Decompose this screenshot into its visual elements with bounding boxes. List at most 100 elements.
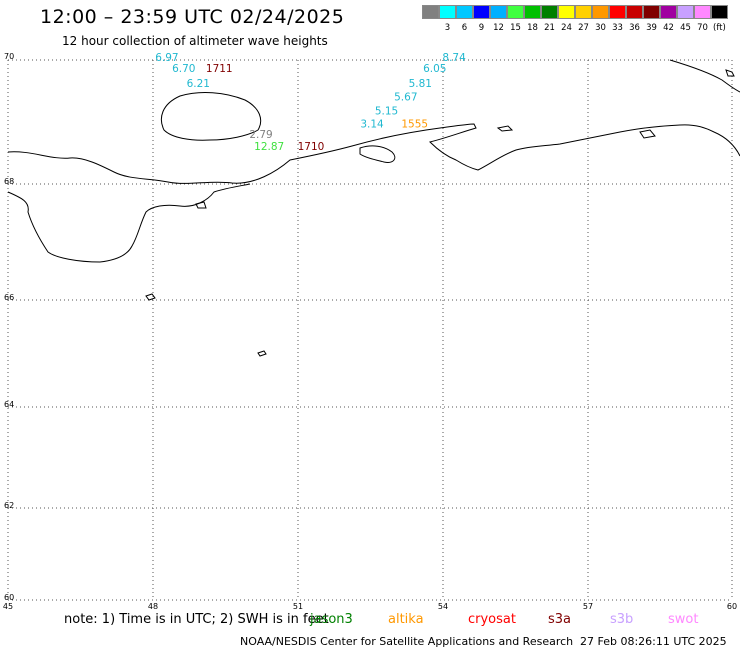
legend-item: 45 xyxy=(677,5,694,33)
map-title: 12:00 – 23:59 UTC 02/24/2025 xyxy=(40,6,345,28)
kolguev-island xyxy=(160,92,262,141)
legend-swatch xyxy=(711,5,728,19)
legend-swatch xyxy=(592,5,609,19)
observation-value: 2.79 xyxy=(249,129,272,141)
satellite-s3a: s3a xyxy=(548,612,572,627)
observation-value: 6.21 xyxy=(187,78,210,90)
legend-swatch xyxy=(643,5,660,19)
legend-item: 3 xyxy=(439,5,456,33)
footer-note: note: 1) Time is in UTC; 2) SWH is in fe… xyxy=(64,612,329,627)
observation-labels: 6.976.70 1711 6.21 8.746.05 5.81 5.67 5.153.14… xyxy=(155,52,466,153)
observation-value: 5.67 xyxy=(394,92,417,104)
satellite-altika: altika xyxy=(388,612,424,627)
legend-label: 70 xyxy=(697,23,708,33)
islet-4 xyxy=(639,129,656,139)
legend-label: 12 xyxy=(493,23,504,33)
observation-value: 1555 xyxy=(401,119,428,131)
legend-label: 33 xyxy=(612,23,623,33)
observation-value: 12.87 xyxy=(254,141,284,153)
satellite-cryosat: cryosat xyxy=(468,612,516,627)
observation-value: 5.15 xyxy=(375,106,398,118)
legend-item: 33 xyxy=(609,5,626,33)
legend-item: 42 xyxy=(660,5,677,33)
pechora-bay xyxy=(359,145,396,163)
observation-value: 8.74 xyxy=(442,52,466,64)
mainland-coast xyxy=(7,123,740,184)
legend-label: 18 xyxy=(527,23,538,33)
legend-label: 39 xyxy=(646,23,657,33)
legend-label: 3 xyxy=(444,23,451,33)
legend-swatch xyxy=(558,5,575,19)
legend-label: 15 xyxy=(510,23,521,33)
observation-value: 3.14 xyxy=(360,119,384,131)
legend-label: 45 xyxy=(680,23,691,33)
legend-unit: (ft) xyxy=(713,23,726,33)
lat-label: 66 xyxy=(4,293,14,302)
legend-label: 30 xyxy=(595,23,606,33)
legend-item xyxy=(422,5,439,33)
legend-swatch xyxy=(626,5,643,19)
legend-label: 6 xyxy=(461,23,468,33)
legend-item: 6 xyxy=(456,5,473,33)
generated-timestamp: 27 Feb 08:26:11 UTC 2025 xyxy=(580,635,727,648)
legend-item: 39 xyxy=(643,5,660,33)
legend-swatch xyxy=(524,5,541,19)
legend-swatch xyxy=(490,5,507,19)
observation-value: 6.70 xyxy=(172,63,195,75)
lon-label: 60 xyxy=(727,602,737,611)
islet-1 xyxy=(145,293,156,301)
observation-value: 1711 xyxy=(206,63,233,75)
legend-item: 18 xyxy=(524,5,541,33)
legend-swatch xyxy=(575,5,592,19)
legend-item: 12 xyxy=(490,5,507,33)
lon-label: 45 xyxy=(3,602,13,611)
legend-swatch xyxy=(660,5,677,19)
legend-swatch xyxy=(694,5,711,19)
lon-label: 51 xyxy=(293,602,303,611)
lon-label: 48 xyxy=(148,602,158,611)
longitude-labels: 45 48 51 54 57 60 xyxy=(3,602,737,611)
legend-swatch xyxy=(473,5,490,19)
vaygach-coast xyxy=(669,59,740,93)
satellite-swot: swot xyxy=(668,612,699,627)
lat-label: 62 xyxy=(4,501,14,510)
legend-item xyxy=(711,5,728,33)
legend-swatch xyxy=(456,5,473,19)
legend-swatch xyxy=(609,5,626,19)
legend-label: 42 xyxy=(663,23,674,33)
lat-label: 64 xyxy=(4,400,14,409)
coastline xyxy=(7,59,740,357)
legend-swatch xyxy=(422,5,439,19)
legend-swatch xyxy=(541,5,558,19)
islet-2 xyxy=(257,350,267,357)
lon-label: 57 xyxy=(583,602,593,611)
legend-item: 30 xyxy=(592,5,609,33)
legend-label: 21 xyxy=(544,23,555,33)
credit-line: NOAA/NESDIS Center for Satellite Applica… xyxy=(240,635,574,648)
legend-swatch xyxy=(507,5,524,19)
satellite-jason3: jason3 xyxy=(310,612,353,627)
observation-value: 5.81 xyxy=(409,78,432,90)
legend-item: 24 xyxy=(558,5,575,33)
lon-label: 54 xyxy=(438,602,448,611)
islet-6 xyxy=(195,201,207,209)
observation-value: 1710 xyxy=(298,141,325,153)
legend-label: 36 xyxy=(629,23,640,33)
map-grid xyxy=(7,59,733,601)
wave-height-legend: 3 6 9 12 15 18 21 24 27 30 33 36 39 42 45 70 xyxy=(422,5,728,33)
latitude-labels: 70 68 66 64 62 60 xyxy=(4,52,14,602)
lat-label: 60 xyxy=(4,593,14,602)
legend-item: 36 xyxy=(626,5,643,33)
observation-value: 6.97 xyxy=(155,52,178,64)
legend-swatch xyxy=(677,5,694,19)
lat-label: 68 xyxy=(4,177,14,186)
islet-3 xyxy=(496,125,514,132)
legend-label: 9 xyxy=(478,23,485,33)
satellite-s3b: s3b xyxy=(610,612,634,627)
kanin-peninsula-coast xyxy=(7,183,251,263)
legend-item: 9 xyxy=(473,5,490,33)
legend-swatch xyxy=(439,5,456,19)
legend-item: 15 xyxy=(507,5,524,33)
legend-item: 70 xyxy=(694,5,711,33)
